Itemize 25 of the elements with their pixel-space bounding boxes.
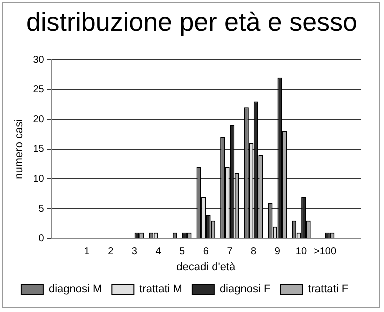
legend-label: diagnosi F <box>220 284 271 296</box>
x-tick-label: 4 <box>156 246 162 258</box>
x-tick-label: 9 <box>274 246 281 258</box>
legend-label: trattati M <box>140 284 182 296</box>
x-tick-label: 2 <box>108 246 114 258</box>
y-axis-title: numero casi <box>14 119 26 180</box>
y-tick-label: 20 <box>33 114 45 126</box>
chart-title: distribuzione per età e sesso <box>26 7 358 38</box>
x-tick-label: 10 <box>296 246 308 258</box>
x-tick-label: >100 <box>314 246 337 258</box>
legend-label: trattati F <box>308 284 349 296</box>
x-tick-label: 6 <box>203 246 210 258</box>
y-tick-label: 15 <box>33 144 45 156</box>
legend-label: diagnosi M <box>48 284 102 296</box>
y-tick-label: 10 <box>33 174 45 185</box>
x-tick-label: 7 <box>227 246 234 258</box>
y-tick-label: 0 <box>38 234 45 245</box>
y-tick-label: 5 <box>38 204 45 215</box>
y-tick-label: 25 <box>33 84 45 96</box>
x-tick-label: 1 <box>84 246 90 258</box>
x-axis-title: decadi d'età <box>176 261 237 274</box>
y-tick-label: 30 <box>33 54 45 66</box>
x-tick-label: 5 <box>180 246 186 258</box>
x-tick-label: 3 <box>132 246 138 258</box>
x-tick-label: 8 <box>251 246 258 258</box>
